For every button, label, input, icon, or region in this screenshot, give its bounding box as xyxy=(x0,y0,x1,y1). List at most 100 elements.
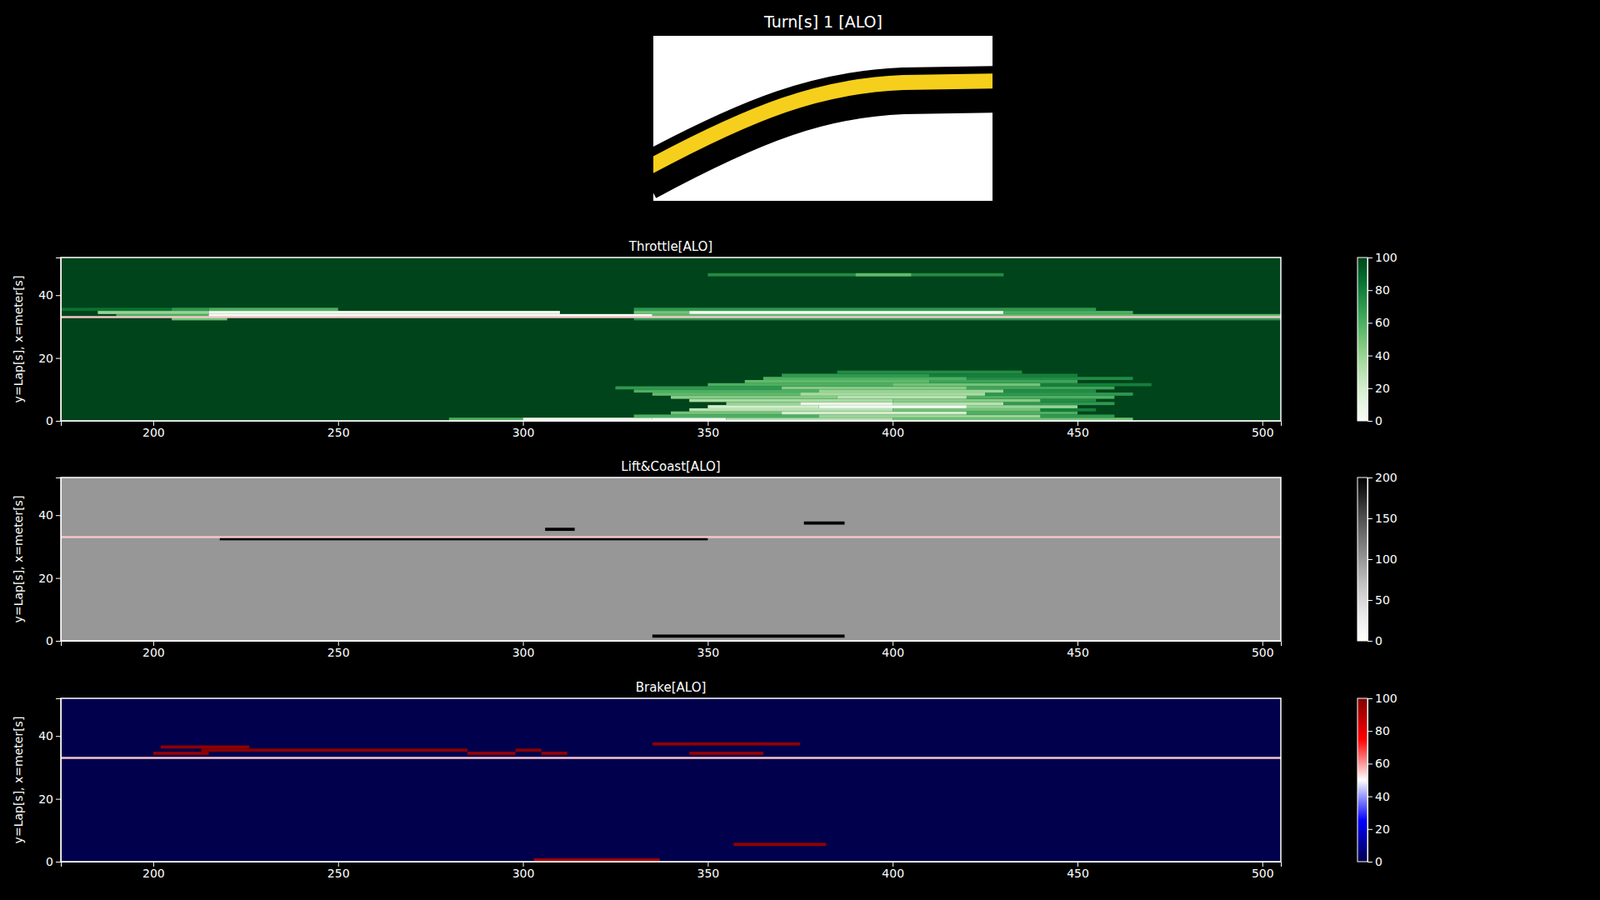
cell xyxy=(837,370,1023,375)
tick-label: 300 xyxy=(512,866,535,880)
cell xyxy=(1040,383,1152,387)
cell xyxy=(966,386,1115,390)
tick-mark xyxy=(1367,829,1373,830)
cell xyxy=(966,395,1115,400)
tick: 450 xyxy=(1066,640,1090,660)
tick-mark xyxy=(55,799,61,800)
cell xyxy=(733,842,826,846)
cell xyxy=(1040,408,1097,412)
cell xyxy=(689,751,764,755)
y-axis-title: y=Lap[s], x=meter[s] xyxy=(11,495,25,624)
cell xyxy=(892,399,1040,403)
tick-mark xyxy=(1367,763,1373,765)
plot-area xyxy=(60,698,1281,862)
cell xyxy=(985,392,1133,396)
tick: 300 xyxy=(512,420,535,440)
tick-mark xyxy=(55,295,61,296)
tick: 300 xyxy=(512,861,535,880)
tick: 200 xyxy=(142,861,165,880)
tick-label: 80 xyxy=(1375,283,1390,297)
tick-label: 80 xyxy=(1375,724,1390,738)
tick-label: 40 xyxy=(1375,790,1390,804)
cell xyxy=(707,383,893,387)
base-cell xyxy=(60,477,1281,641)
tick: 20 xyxy=(38,571,61,585)
tick: 0 xyxy=(45,855,61,869)
tick-mark xyxy=(55,578,61,580)
tick: 500 xyxy=(1251,861,1275,880)
tick: 150 xyxy=(1367,511,1398,525)
tick: 300 xyxy=(512,640,535,660)
tick-label: 400 xyxy=(881,425,905,440)
cell xyxy=(1003,401,1115,405)
tick: 20 xyxy=(1367,381,1390,395)
tick-mark xyxy=(1367,640,1373,642)
reference-line xyxy=(60,315,1281,319)
cell xyxy=(652,742,800,746)
frame xyxy=(60,257,1281,421)
tick-label: 300 xyxy=(512,425,535,440)
tick-label: 20 xyxy=(38,351,54,365)
tick-mark xyxy=(55,861,61,863)
panel: 20025030035040045050002040Lift&Coast[ALO… xyxy=(11,459,1398,660)
cell xyxy=(615,386,782,390)
tick-label: 200 xyxy=(142,866,165,880)
tick: 500 xyxy=(1251,640,1275,660)
tick: 200 xyxy=(142,420,165,440)
cell xyxy=(781,411,967,415)
cell xyxy=(930,380,1078,384)
tick: 60 xyxy=(1367,756,1390,770)
cell xyxy=(781,373,930,377)
cell xyxy=(800,392,985,396)
tick-label: 40 xyxy=(38,508,54,522)
tick: 0 xyxy=(1367,414,1383,428)
tick-label: 60 xyxy=(1375,315,1390,330)
tick-label: 300 xyxy=(512,645,535,660)
cell xyxy=(634,389,820,393)
tick-label: 200 xyxy=(142,425,165,440)
tick: 450 xyxy=(1066,861,1090,880)
tick-label: 500 xyxy=(1251,425,1275,440)
cell xyxy=(1003,389,1096,393)
panel-title: Brake[ALO] xyxy=(635,680,707,695)
tick-label: 0 xyxy=(45,414,54,428)
tick: 200 xyxy=(1367,470,1398,485)
tick-label: 40 xyxy=(38,288,54,302)
plot-area xyxy=(60,477,1281,641)
tick-label: 40 xyxy=(38,729,54,743)
cell xyxy=(652,392,800,396)
tick-label: 450 xyxy=(1066,425,1090,440)
cell xyxy=(892,401,1004,405)
cell xyxy=(707,273,1004,277)
cell xyxy=(689,408,893,412)
tick-mark xyxy=(1367,861,1373,863)
tick-mark xyxy=(55,515,61,516)
tick: 350 xyxy=(696,640,720,660)
tick-label: 20 xyxy=(38,571,54,585)
cell xyxy=(97,310,209,315)
tick-mark xyxy=(1367,257,1373,259)
axis-line xyxy=(55,258,62,422)
tick-label: 400 xyxy=(881,866,905,880)
tick: 0 xyxy=(45,414,61,428)
cell xyxy=(892,383,1040,387)
cell xyxy=(966,411,1078,415)
cell xyxy=(707,405,819,409)
cell xyxy=(541,751,568,755)
cell xyxy=(892,408,1040,412)
colorbar xyxy=(1357,257,1368,421)
background xyxy=(0,0,1600,900)
tick-mark xyxy=(1367,420,1373,422)
tick-mark xyxy=(1367,355,1373,357)
cell xyxy=(818,414,1040,418)
cell xyxy=(804,521,845,525)
tick-label: 450 xyxy=(1066,866,1090,880)
axis-line xyxy=(61,862,1282,868)
colorbar xyxy=(1357,477,1368,641)
y-axis-title: y=Lap[s], x=meter[s] xyxy=(11,275,25,404)
tick: 40 xyxy=(38,729,61,743)
tick: 250 xyxy=(327,420,350,440)
tick: 400 xyxy=(881,861,905,880)
tick-label: 350 xyxy=(696,866,720,880)
racing-line xyxy=(653,80,993,170)
